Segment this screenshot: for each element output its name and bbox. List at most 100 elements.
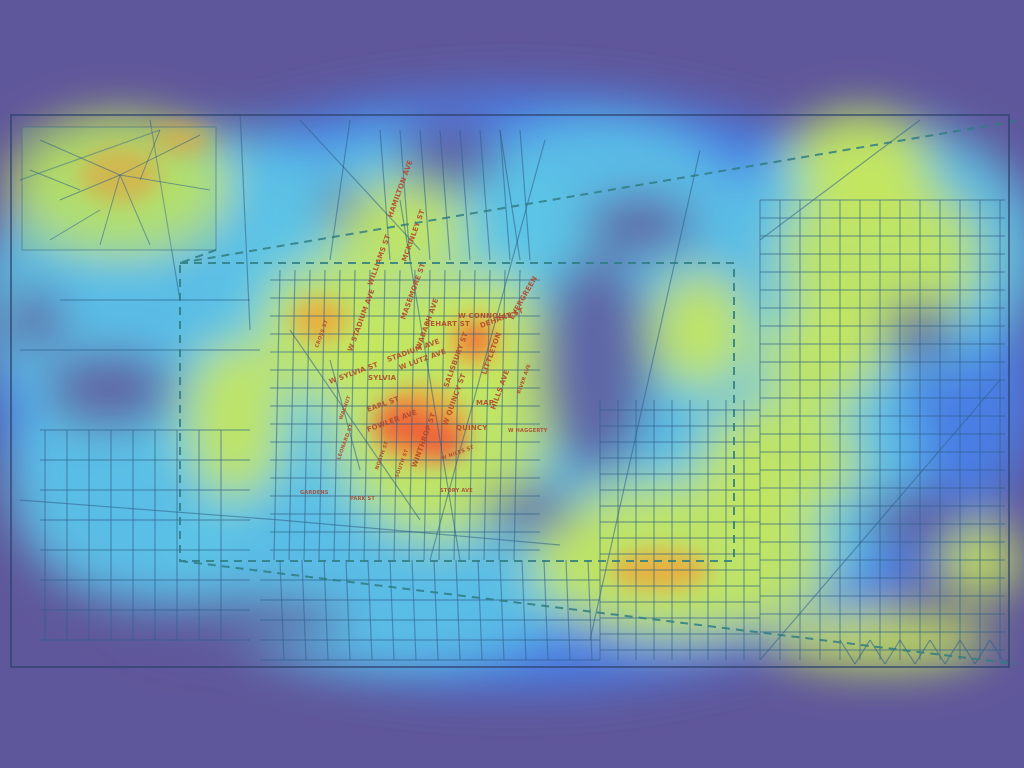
street-segment (367, 559, 373, 661)
heat-blob (5, 290, 65, 350)
street-segment (899, 639, 916, 665)
street-segment (289, 329, 421, 521)
street-segment (498, 269, 506, 561)
street-label: PARK ST (350, 496, 375, 502)
street-segment (408, 269, 416, 561)
street-segment (589, 149, 701, 641)
street-segment (479, 129, 491, 261)
street-segment (239, 115, 251, 331)
heat-blob (185, 340, 285, 500)
street-segment (869, 639, 886, 665)
street-segment (455, 559, 461, 661)
street-segment (399, 129, 411, 261)
street-segment (543, 559, 549, 661)
street-segment (499, 129, 511, 261)
street-segment (884, 639, 901, 665)
street-segment (519, 129, 531, 261)
street-segment (299, 119, 421, 251)
street-segment (273, 269, 281, 561)
heat-hotspot (461, 326, 489, 354)
street-segment (329, 359, 361, 471)
inset-road (59, 174, 121, 201)
street-segment (433, 559, 439, 661)
inset-road (139, 129, 161, 181)
street-segment (393, 269, 401, 561)
heat-hotspot (150, 126, 210, 154)
street-segment (419, 129, 431, 261)
street-segment (288, 269, 296, 561)
street-segment (483, 269, 491, 561)
street-segment (521, 559, 527, 661)
street-segment (348, 269, 356, 561)
street-segment (959, 639, 976, 665)
street-segment (279, 519, 561, 546)
heat-hotspot (292, 298, 348, 342)
inset-road (99, 174, 121, 246)
street-segment (333, 269, 341, 561)
street-segment (438, 269, 446, 561)
inset-connector (179, 249, 217, 264)
street-label: W CONNOLLY (458, 312, 513, 320)
street-segment (149, 119, 181, 301)
street-label: W HAGGERTY (508, 428, 548, 434)
street-label: STORY AVE (440, 488, 473, 494)
heat-blob (330, 180, 470, 280)
heat-blob (790, 110, 930, 210)
street-segment (989, 639, 1006, 665)
heat-blob (400, 120, 500, 190)
inset-road (39, 139, 121, 176)
street-segment (587, 559, 593, 661)
heat-blob (585, 195, 695, 255)
street-segment (303, 269, 311, 561)
street-segment (19, 129, 161, 181)
street-segment (468, 269, 476, 561)
street-segment (854, 639, 871, 665)
street-segment (411, 559, 417, 661)
inset-road (119, 174, 151, 246)
street-label: SEHART ST (425, 320, 470, 328)
street-segment (929, 639, 946, 665)
inset-road (29, 169, 81, 191)
callout-extent-box (179, 262, 735, 562)
heat-blob (130, 595, 350, 645)
callout-connector-top (179, 119, 1023, 264)
street-segment (345, 559, 351, 661)
street-segment (439, 129, 451, 261)
street-segment (378, 269, 386, 561)
inset-road (49, 209, 101, 241)
street-segment (565, 559, 571, 661)
street-segment (19, 499, 281, 521)
street-segment (389, 559, 395, 661)
street-segment (499, 559, 505, 661)
street-segment (944, 639, 961, 665)
heat-blob (650, 270, 750, 390)
inset-map-box (21, 126, 217, 251)
street-segment (453, 269, 461, 561)
inset-road (119, 174, 211, 191)
callout-connector-bottom (179, 560, 1017, 665)
street-segment (279, 559, 285, 661)
inset-road (119, 134, 201, 176)
heat-blob (485, 485, 575, 535)
street-segment (499, 129, 521, 261)
street-label: SYLVIA (368, 374, 397, 382)
street-segment (759, 119, 921, 241)
street-segment (839, 639, 856, 665)
street-segment (323, 559, 329, 661)
street-segment (379, 129, 391, 261)
street-segment (363, 269, 371, 561)
street-segment (477, 559, 483, 661)
street-segment (1004, 656, 1009, 665)
street-label: MAP (476, 399, 494, 407)
inset-overview-map (21, 126, 217, 251)
heat-blob (320, 185, 360, 225)
street-segment (423, 269, 431, 561)
heat-blob (45, 350, 175, 430)
street-network (19, 115, 1009, 665)
street-segment (459, 129, 471, 261)
street-segment (513, 269, 521, 561)
street-segment (301, 559, 307, 661)
street-label: GARDENS (300, 490, 329, 496)
